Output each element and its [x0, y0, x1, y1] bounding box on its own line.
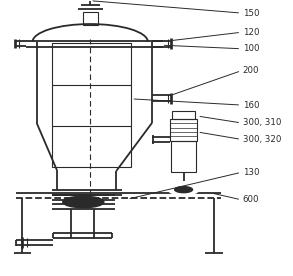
Text: 160: 160 — [243, 100, 259, 110]
Bar — [171, 141, 196, 172]
Bar — [170, 119, 197, 141]
Bar — [172, 111, 195, 119]
Text: 300, 310: 300, 310 — [243, 118, 281, 128]
Ellipse shape — [168, 184, 199, 195]
Ellipse shape — [175, 187, 193, 193]
Text: 150: 150 — [243, 9, 259, 18]
Text: 130: 130 — [243, 168, 259, 177]
Bar — [52, 43, 131, 167]
Text: 100: 100 — [243, 44, 259, 53]
Text: 120: 120 — [243, 28, 259, 37]
Text: 300, 320: 300, 320 — [243, 135, 281, 144]
Text: 200: 200 — [243, 66, 259, 75]
Bar — [83, 12, 98, 25]
Text: 600: 600 — [243, 195, 259, 204]
Ellipse shape — [63, 196, 104, 208]
